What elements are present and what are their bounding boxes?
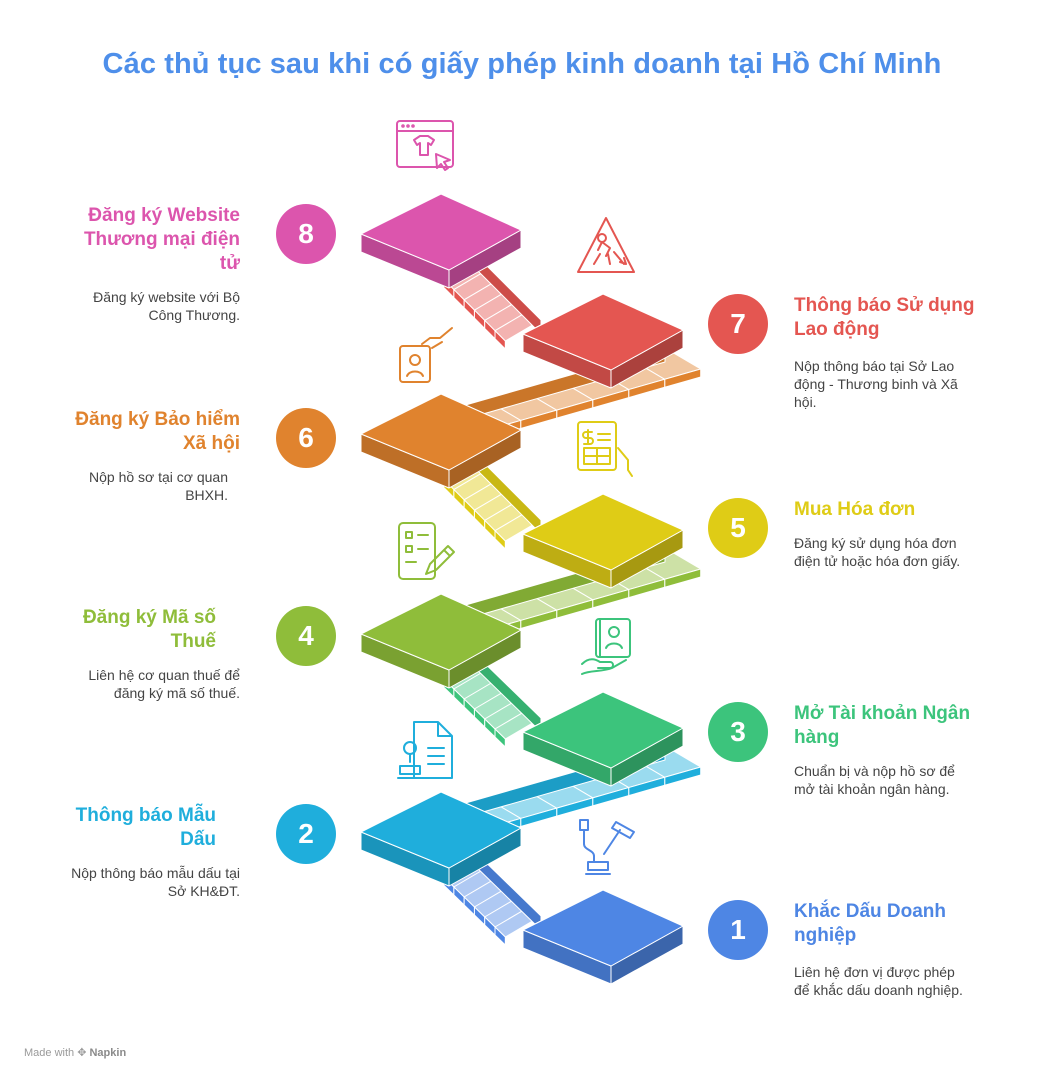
step-8-description: Đăng ký website với Bộ Công Thương. (93, 289, 240, 323)
landing-7-front-top (522, 293, 684, 371)
step-2-badge: 2 (276, 804, 336, 864)
stairs-1-2-step-7-riser (494, 926, 506, 946)
worker-warning-icon (577, 217, 635, 273)
landing-5-front-top (522, 493, 684, 571)
step-7-description: Nộp thông báo tại Sở Lao động - Thương b… (794, 358, 958, 410)
stamp-icon (579, 819, 635, 875)
stairs-3-4-step-7-riser (494, 728, 506, 748)
step-1-badge: 1 (708, 900, 768, 960)
step-7-badge: 7 (708, 294, 768, 354)
step-4-description: Liên hệ cơ quan thuế để đăng ký mã số th… (88, 667, 240, 701)
step-4-badge: 4 (276, 606, 336, 666)
landing-6-front-top (360, 393, 522, 471)
landing-3-front-top (522, 691, 684, 769)
checklist-pencil-icon (398, 522, 455, 580)
invoice-hand-icon (577, 421, 633, 477)
step-3-heading: Mở Tài khoản Ngân hàng (794, 703, 971, 748)
napkin-logo-icon: ✥ (77, 1047, 87, 1059)
stairs-7-8-step-7-riser (494, 330, 506, 350)
page-title: Các thủ tục sau khi có giấy phép kinh do… (102, 48, 942, 80)
step-8-badge: 8 (276, 204, 336, 264)
step-3-badge: 3 (708, 702, 768, 762)
document-stamp-icon (397, 721, 453, 779)
web-shop-cursor-icon (396, 120, 454, 171)
stairs-5-6-step-7-riser (494, 530, 506, 550)
step-6-heading: Đăng ký Bảo hiểm Xã hội (75, 409, 240, 454)
landing-2-front-top (360, 791, 522, 869)
step-8-heading: Đăng ký Website Thương mại điện tử (83, 205, 240, 274)
step-7-heading: Thông báo Sử dụng Lao động (794, 295, 975, 340)
landing-1-front-top (522, 889, 684, 967)
step-1-description: Liên hệ đơn vị được phép để khắc dấu doa… (794, 964, 963, 998)
step-5-description: Đăng ký sử dụng hóa đơn điện tử hoặc hóa… (794, 535, 961, 569)
step-2-heading: Thông báo Mẫu Dấu (75, 805, 216, 850)
napkin-credit: Made with ✥ Napkin (24, 1046, 126, 1059)
step-5-badge: 5 (708, 498, 768, 558)
made-with-label: Made with (24, 1047, 75, 1059)
landing-4-front-top (360, 593, 522, 671)
hand-id-card-icon (581, 618, 631, 675)
step-6-description: Nộp hồ sơ tại cơ quan BHXH. (89, 469, 228, 503)
napkin-brand: Napkin (89, 1047, 127, 1059)
step-5-heading: Mua Hóa đơn (794, 499, 916, 520)
landing-8-front-top (360, 193, 522, 271)
step-6-badge: 6 (276, 408, 336, 468)
step-2-description: Nộp thông báo mẫu dấu tại Sở KH&ĐT. (71, 865, 240, 899)
id-card-hand-icon (399, 327, 453, 383)
step-1-heading: Khắc Dấu Doanh nghiệp (794, 901, 947, 946)
step-3-description: Chuẩn bị và nộp hồ sơ để mở tài khoản ng… (794, 763, 955, 797)
step-4-heading: Đăng ký Mã số Thuế (82, 607, 216, 652)
